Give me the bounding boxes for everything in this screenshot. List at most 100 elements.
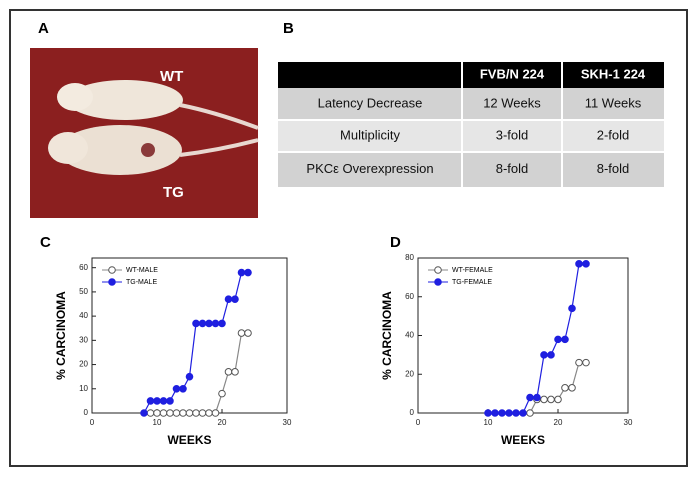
y-tick-label: 60 xyxy=(405,292,414,301)
legend-label: TG-FEMALE xyxy=(452,279,492,286)
data-point xyxy=(561,335,569,344)
panel-label: D xyxy=(390,234,401,251)
data-point xyxy=(179,409,187,417)
data-point xyxy=(575,260,583,268)
x-tick-label: 0 xyxy=(90,418,95,427)
data-point xyxy=(582,358,590,367)
data-point xyxy=(244,329,252,337)
x-tick-label: 0 xyxy=(416,418,421,427)
x-tick-label: 10 xyxy=(153,418,162,427)
data-point xyxy=(568,384,576,392)
data-point xyxy=(582,260,590,268)
data-point xyxy=(198,409,207,417)
data-point xyxy=(205,409,213,417)
x-tick-label: 30 xyxy=(624,418,633,427)
data-point xyxy=(211,319,220,328)
legend-label: WT-FEMALE xyxy=(452,267,493,274)
mouse-head xyxy=(48,132,88,164)
y-tick-label: 40 xyxy=(405,331,414,340)
legend-label: TG-MALE xyxy=(126,279,157,286)
table-cell: 8-fold xyxy=(496,161,529,176)
x-axis-label: WEEKS xyxy=(167,433,211,447)
table-row xyxy=(278,88,664,120)
data-point xyxy=(231,368,239,376)
data-point xyxy=(224,295,233,303)
mouse-tail xyxy=(179,103,259,130)
table-cell: PKCε Overexpression xyxy=(306,161,433,176)
table-cell: 3-fold xyxy=(496,127,529,142)
y-tick-label: 20 xyxy=(405,369,414,378)
data-point xyxy=(554,395,562,404)
data-point xyxy=(519,409,527,417)
table-cell: Latency Decrease xyxy=(318,95,423,110)
data-point xyxy=(159,397,168,405)
x-tick-label: 30 xyxy=(283,418,292,427)
table-row xyxy=(278,152,664,187)
y-tick-label: 80 xyxy=(405,253,414,262)
data-point xyxy=(185,372,194,381)
data-point xyxy=(153,409,161,417)
data-point xyxy=(172,384,181,393)
data-point xyxy=(526,409,534,417)
y-tick-label: 40 xyxy=(79,311,88,320)
data-point xyxy=(237,329,246,337)
y-tick-label: 0 xyxy=(410,408,415,417)
data-point xyxy=(561,384,569,392)
data-point xyxy=(192,409,200,417)
photo-label: WT xyxy=(160,68,183,85)
table-cell: 11 Weeks xyxy=(585,95,642,110)
data-point xyxy=(540,351,548,359)
table: FVB/N 224 SKH-1 224 Latency Decrease 12 Wee… xyxy=(278,62,664,187)
data-point xyxy=(218,389,226,398)
data-point xyxy=(172,409,181,417)
data-point xyxy=(140,409,148,417)
data-point xyxy=(211,409,220,417)
column-header: SKH-1 224 xyxy=(581,66,646,81)
data-point xyxy=(547,395,555,404)
legend-marker xyxy=(108,266,116,274)
table-header-row xyxy=(278,62,664,88)
mouse-body xyxy=(67,80,183,120)
data-point xyxy=(224,368,233,376)
y-tick-label: 10 xyxy=(79,384,88,393)
mouse-tail xyxy=(179,138,259,157)
panel-label: C xyxy=(40,234,51,251)
mouse-body xyxy=(58,125,182,175)
table-row xyxy=(278,120,664,152)
data-point xyxy=(568,304,576,313)
y-axis-label: % CARCINOMA xyxy=(380,291,394,380)
data-point xyxy=(166,397,174,405)
photo-label: TG xyxy=(163,184,184,201)
data-point xyxy=(185,409,194,417)
data-point xyxy=(146,409,155,417)
panel-label: B xyxy=(283,20,294,37)
legend-marker xyxy=(434,266,442,274)
data-point xyxy=(575,358,583,367)
data-point xyxy=(484,409,492,417)
table-cell: 12 Weeks xyxy=(483,95,541,110)
data-point xyxy=(192,319,200,328)
x-tick-label: 10 xyxy=(484,418,493,427)
data-point xyxy=(218,319,226,328)
x-tick-label: 20 xyxy=(554,418,563,427)
data-point xyxy=(512,409,520,417)
data-point xyxy=(540,395,548,404)
data-point xyxy=(146,397,155,405)
y-tick-label: 0 xyxy=(84,408,89,417)
data-point xyxy=(533,393,541,402)
data-point xyxy=(498,409,506,417)
data-point xyxy=(153,397,161,405)
data-point xyxy=(237,268,246,277)
y-tick-label: 30 xyxy=(79,335,88,344)
panel-label: A xyxy=(38,20,49,37)
data-point xyxy=(554,335,562,344)
data-point xyxy=(547,351,555,359)
photo: WT TG xyxy=(30,48,259,218)
y-tick-label: 20 xyxy=(79,360,88,369)
data-point xyxy=(505,409,513,417)
data-point xyxy=(491,409,499,417)
legend-marker xyxy=(434,278,442,286)
data-point xyxy=(166,409,174,417)
data-point xyxy=(198,319,207,328)
mouse-head xyxy=(57,83,93,111)
